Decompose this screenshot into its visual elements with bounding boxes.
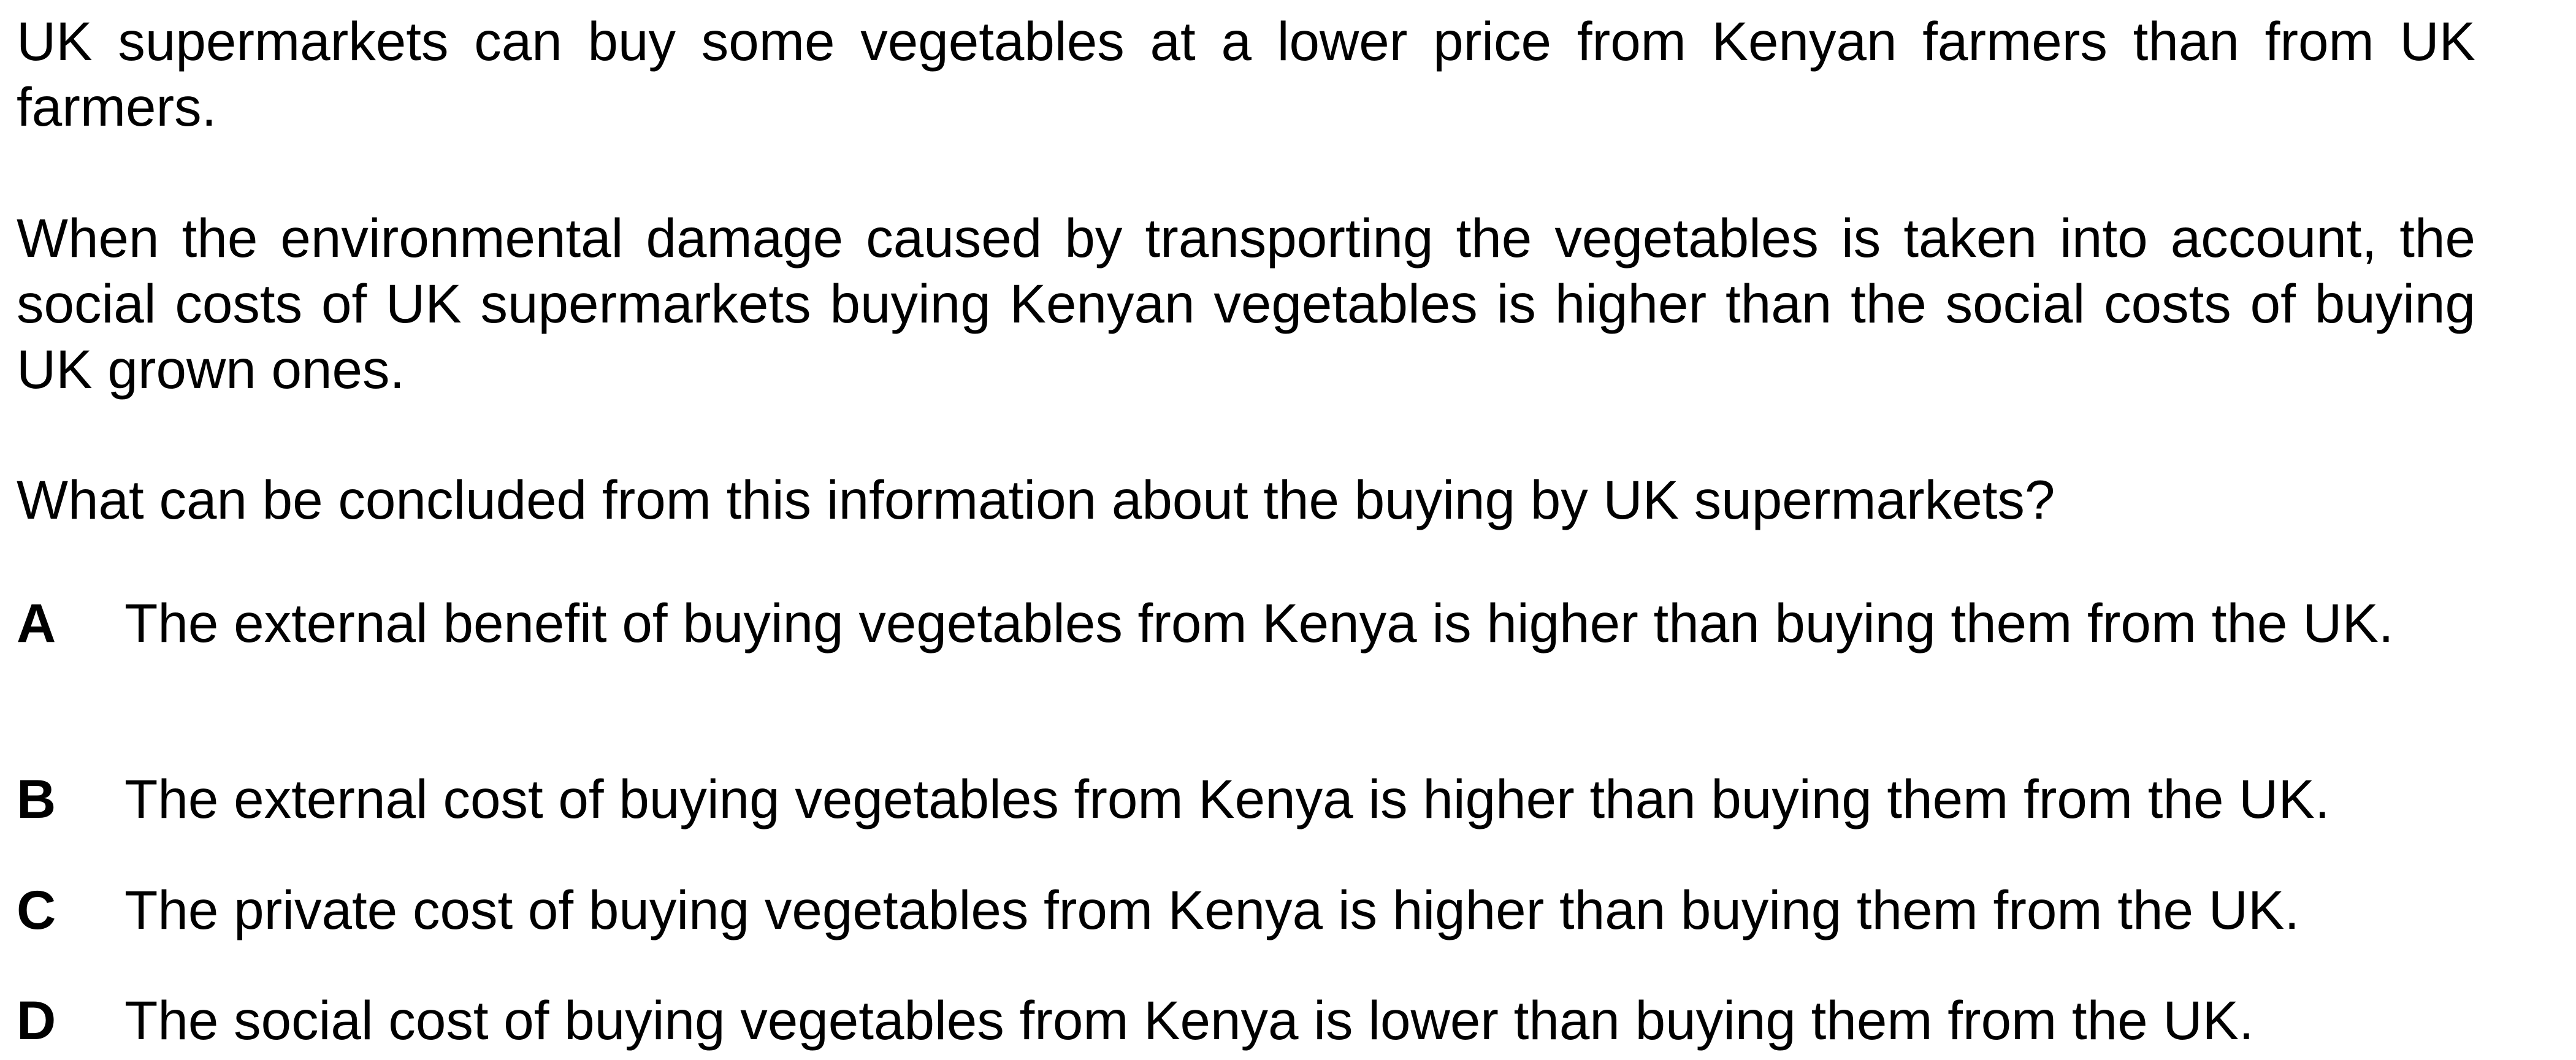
question-text: What can be concluded from this informat…: [17, 469, 2055, 530]
option-c-text: The private cost of buying vegetables fr…: [124, 879, 2300, 940]
option-d-letter: D: [17, 989, 56, 1051]
option-d[interactable]: D The social cost of buying vegetables f…: [17, 988, 2475, 1053]
option-c-letter: C: [17, 879, 56, 940]
option-d-text: The social cost of buying vegetables fro…: [124, 989, 2254, 1051]
option-a-letter: A: [17, 592, 56, 654]
option-a-text: The external benefit of buying vegetable…: [124, 592, 2394, 654]
option-b[interactable]: B The external cost of buying vegetables…: [17, 766, 2475, 832]
intro-paragraph-1: UK supermarkets can buy some vegetables …: [17, 10, 2475, 137]
option-a[interactable]: A The external benefit of buying vegetab…: [17, 590, 2475, 656]
option-c[interactable]: C The private cost of buying vegetables …: [17, 877, 2475, 943]
option-b-text: The external cost of buying vegetables f…: [124, 768, 2330, 829]
option-b-letter: B: [17, 768, 56, 829]
intro-paragraph-2: When the environmental damage caused by …: [17, 207, 2475, 400]
